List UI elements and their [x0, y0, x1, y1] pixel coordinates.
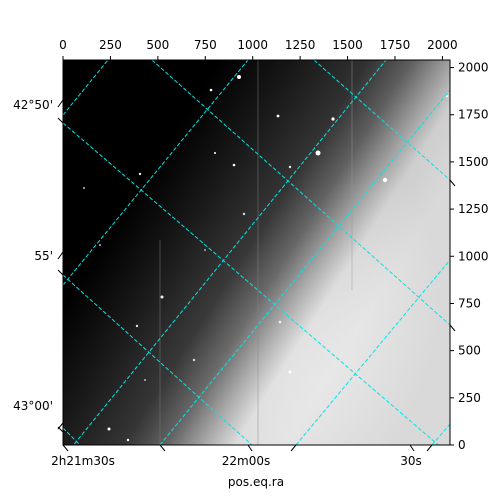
world-tick-mark	[57, 99, 64, 108]
ra-grid-line	[63, 60, 249, 286]
dec-tick-label-1: 55'	[34, 249, 53, 263]
coordinate-grid	[63, 60, 450, 445]
world-tick-mark	[62, 444, 69, 452]
world-tick-mark	[57, 426, 64, 433]
ra-grid-line	[431, 423, 450, 445]
world-tick-mark	[426, 444, 433, 452]
dec-grid-line	[63, 427, 81, 445]
world-tick-mark	[57, 269, 64, 276]
right-axis: 0 250 500 750 1000 1250 1500 1750 2000	[450, 61, 489, 452]
ra-grid-line	[295, 259, 450, 445]
right-tick-label-5: 1250	[458, 202, 489, 216]
world-tick-mark	[449, 179, 456, 187]
world-tick-mark	[159, 444, 166, 452]
top-tick-label-7: 1750	[380, 38, 411, 52]
right-tick-label-2: 500	[458, 344, 481, 358]
top-tick-label-5: 1250	[285, 38, 316, 52]
dec-grid-line	[151, 60, 450, 326]
top-tick-label-8: 2000	[427, 38, 458, 52]
world-tick-mark	[449, 324, 456, 332]
right-tick-label-6: 1500	[458, 155, 489, 169]
x-axis-title: pos.eq.ra	[228, 475, 284, 489]
top-tick-label-0: 0	[59, 38, 67, 52]
image-vignette	[63, 60, 450, 445]
world-tick-mark	[57, 117, 64, 124]
bottom-world-axis	[62, 444, 433, 452]
top-tick-label-3: 750	[194, 38, 217, 52]
right-tick-label-7: 1750	[458, 108, 489, 122]
dec-grid-line	[313, 60, 450, 181]
right-tick-label-0: 0	[458, 438, 466, 452]
dec-tick-label-0: 42°50'	[13, 98, 53, 112]
world-tick-mark	[409, 444, 415, 452]
top-tick-label-6: 1500	[332, 38, 363, 52]
ra-grid-line	[72, 60, 387, 445]
right-world-ticks	[449, 179, 456, 332]
world-tick-mark	[290, 444, 297, 452]
right-tick-label-1: 250	[458, 391, 481, 405]
dec-tick-label-2: 43°00'	[13, 399, 53, 413]
right-tick-label-3: 750	[458, 296, 481, 310]
ra-tick-label-1: 22m00s	[222, 454, 270, 468]
stars	[83, 75, 449, 442]
ra-grid-line	[159, 89, 450, 445]
sky-image	[63, 60, 450, 445]
ra-tick-label-0: 2h21m30s	[51, 454, 115, 468]
top-tick-label-4: 1000	[237, 38, 268, 52]
dec-grid-line	[63, 274, 253, 445]
ra-tick-label-2: 30s	[400, 454, 422, 468]
top-tick-label-2: 500	[146, 38, 169, 52]
right-tick-label-8: 2000	[458, 61, 489, 75]
world-tick-mark	[247, 444, 253, 452]
left-world-axis	[57, 99, 64, 433]
right-tick-label-4: 1000	[458, 249, 489, 263]
top-tick-label-1: 250	[99, 38, 122, 52]
world-tick-mark	[57, 251, 64, 260]
top-axis: 0 250 500 750 1000 1250 1500 1750 2000	[59, 38, 458, 60]
dec-grid-line	[63, 122, 440, 445]
